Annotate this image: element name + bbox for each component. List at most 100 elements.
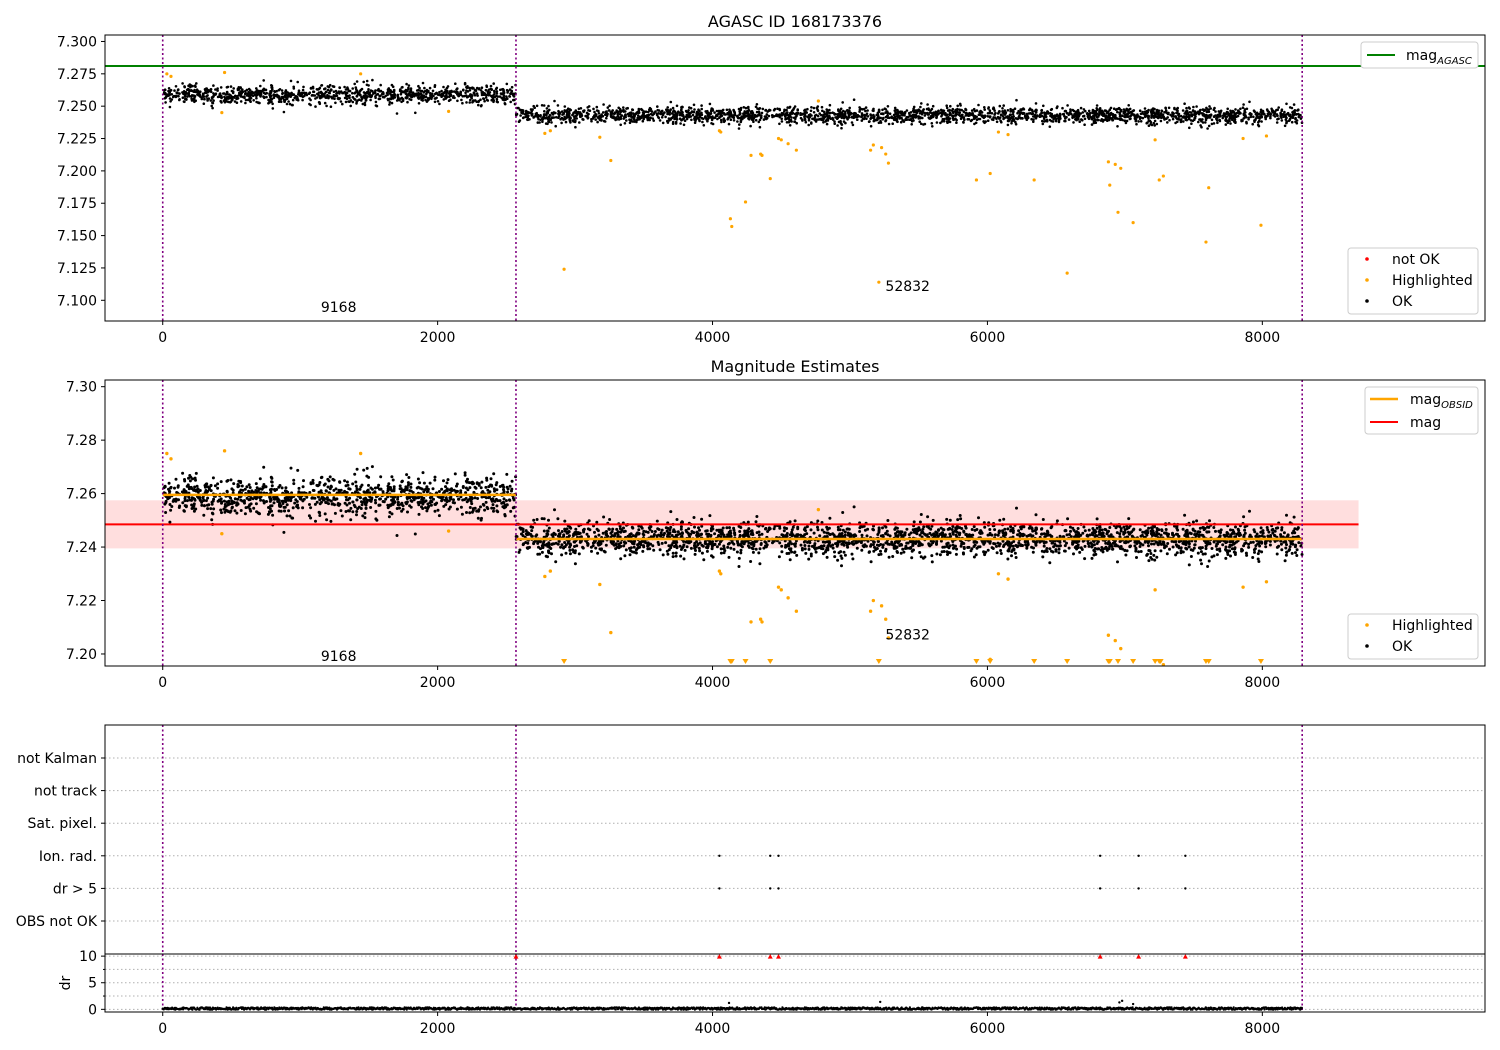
ok-point [244,101,247,105]
ok-point [647,113,651,117]
ok-point [912,105,916,109]
ok-point [758,113,761,117]
ok-point [332,90,336,93]
ok-point [400,501,404,505]
ok-point [1067,546,1071,550]
ok-point [693,117,696,120]
ok-point [866,109,869,112]
ok-point [757,120,761,124]
ok-point [1283,124,1287,128]
ok-point [415,486,419,490]
ok-point [440,499,444,503]
ok-point [604,111,608,115]
ok-point [183,97,187,101]
ok-point [354,490,357,494]
ok-point [495,488,499,492]
ok-point [616,111,620,115]
ok-point [214,88,217,91]
ok-point [348,89,352,93]
ok-point [495,504,499,508]
ok-point [449,98,452,101]
ok-point [809,109,813,113]
ok-point [711,115,714,118]
ok-point [679,122,682,125]
ok-point [691,113,695,117]
ok-point [810,106,813,109]
ok-point [547,104,550,108]
ok-point [856,118,859,121]
ok-point [562,112,565,116]
ok-point [954,108,957,112]
ok-point [1273,112,1276,115]
ok-point [877,121,881,125]
ok-point [1284,115,1288,119]
ok-point [480,104,483,107]
ok-point [195,82,198,85]
ok-point [270,484,274,488]
ok-point [169,88,173,92]
ok-point [1219,114,1222,118]
ok-point [422,481,426,485]
ok-point [1004,110,1007,114]
ok-point [1153,107,1156,111]
ok-point [1265,108,1269,111]
ok-point [501,98,505,101]
ok-point [716,117,719,121]
ok-point [995,551,999,555]
ok-point [285,514,289,518]
ok-point [267,98,270,102]
ok-point [168,490,172,494]
ok-point [270,100,273,103]
ok-point [908,118,911,121]
ok-point [672,110,675,113]
ok-point [254,502,258,506]
ok-point [721,108,725,112]
ok-point [484,496,488,500]
ok-point [1009,109,1013,113]
x-tick-label: 4000 [695,330,731,346]
ok-point [1188,116,1191,119]
ok-point [282,530,286,534]
ok-point [1001,107,1004,110]
ok-point [1069,108,1072,111]
ok-point [695,110,699,114]
highlighted-point [359,72,363,76]
ok-point [992,116,995,119]
ok-point [322,483,326,487]
ok-point [509,92,512,95]
ok-point [414,111,417,115]
ok-point [1071,114,1075,118]
ok-point [457,497,461,501]
ok-point [405,89,408,93]
ok-point [434,97,437,100]
ok-point [281,502,285,505]
ok-point [1264,117,1267,121]
ok-point [611,109,614,112]
ok-point [1021,112,1025,115]
ok-point [417,84,420,88]
ok-point [939,111,943,114]
ok-point [264,88,268,92]
ok-point [1159,112,1163,115]
ok-point [452,498,455,502]
ok-point [858,106,861,109]
ok-point [495,97,499,101]
ok-point [918,551,922,554]
ok-point [1191,109,1195,112]
ok-point [202,513,206,517]
ok-point [571,113,574,117]
ok-point [1256,123,1260,127]
ok-point [270,487,273,491]
ok-point [166,497,170,501]
ok-point [788,124,792,127]
ok-point [941,113,944,116]
ok-point [778,122,781,126]
ok-point [1045,120,1049,123]
ok-point [1260,116,1263,119]
legend-highlighted-marker [1365,278,1369,282]
ok-point [190,496,194,500]
ok-point [188,83,192,86]
ok-point [489,497,493,501]
ok-point [962,110,966,114]
ok-point [1105,118,1109,122]
